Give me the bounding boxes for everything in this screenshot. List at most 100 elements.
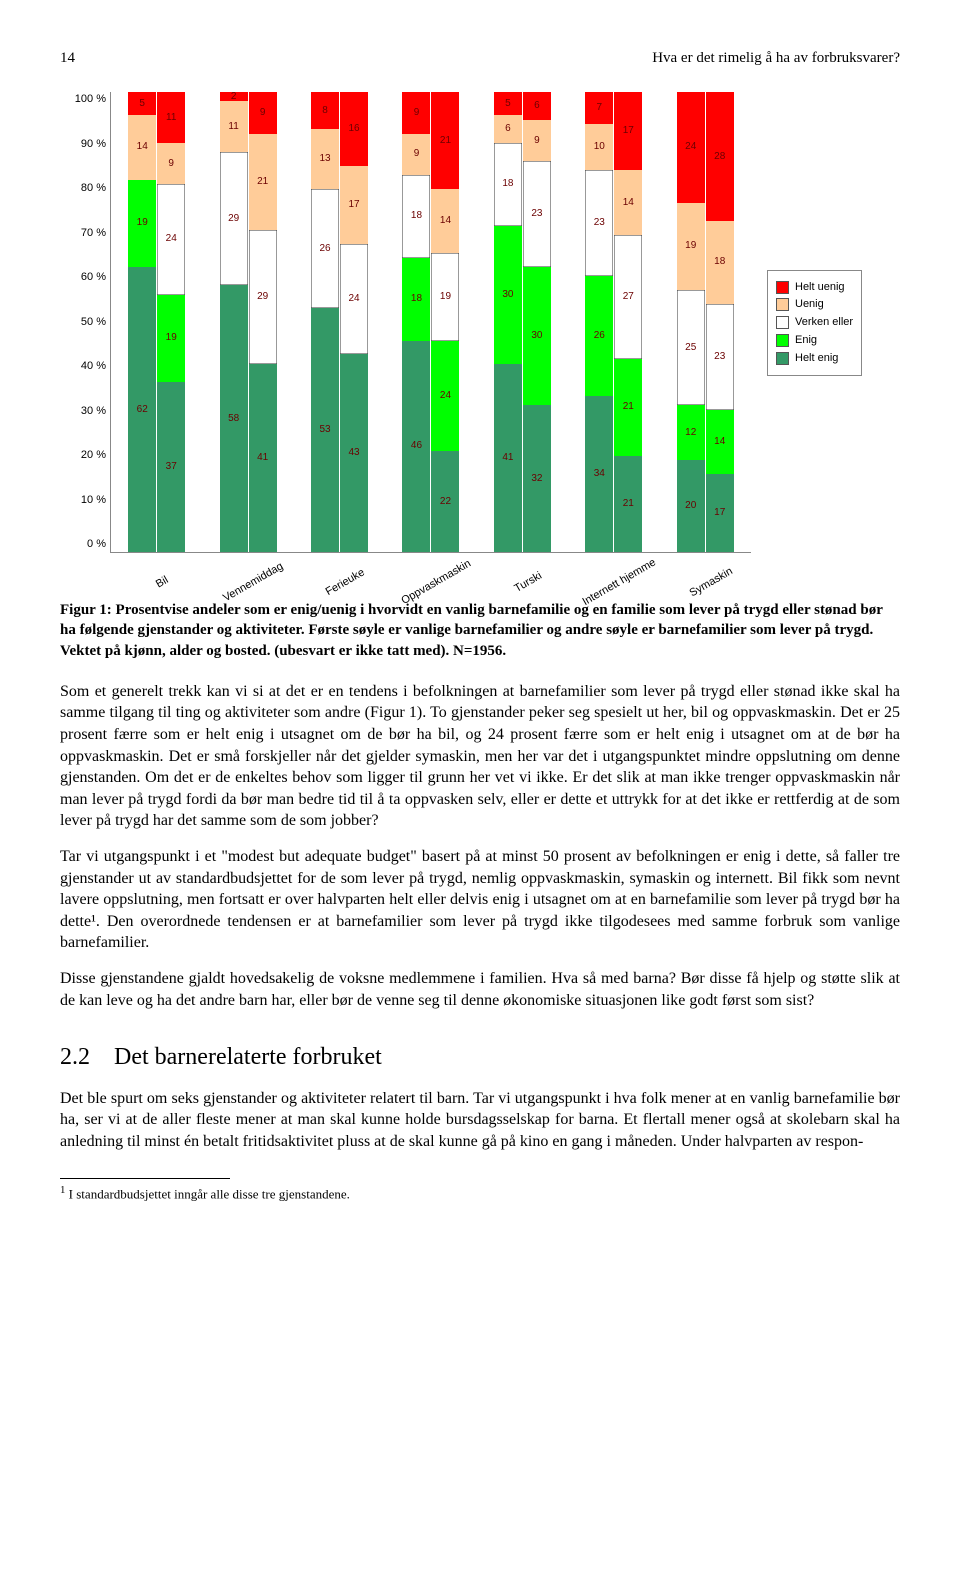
y-tick-label: 100 % — [75, 92, 106, 107]
y-tick-label: 70 % — [81, 226, 106, 241]
chart-segment: 14 — [614, 170, 642, 234]
chart-segment: 22 — [431, 451, 459, 552]
chart-category: 5618304169233032 — [477, 92, 568, 552]
chart-segment: 53 — [311, 308, 339, 552]
y-tick-label: 80 % — [81, 181, 106, 196]
chart-segment: 19 — [128, 180, 156, 267]
paragraph-4: Det ble spurt om seks gjenstander og akt… — [60, 1088, 900, 1153]
chart-segment: 9 — [157, 143, 185, 184]
legend-swatch — [776, 334, 789, 347]
legend-item: Uenig — [776, 297, 853, 312]
chart-segment: 9 — [523, 120, 551, 161]
legend-label: Uenig — [795, 297, 824, 312]
chart-segment: 11 — [220, 101, 248, 152]
footnote: 1 I standardbudsjettet inngår alle disse… — [60, 1183, 900, 1203]
chart-segment: 6 — [494, 115, 522, 143]
chart-category: 813265316172443 — [294, 92, 385, 552]
chart-segment: 21 — [614, 456, 642, 553]
y-tick-label: 60 % — [81, 270, 106, 285]
chart-segment: 16 — [340, 92, 368, 166]
chart-segment: 6 — [523, 92, 551, 120]
chart-bar: 119241937 — [157, 92, 185, 552]
chart-segment: 24 — [340, 244, 368, 354]
section-heading: 2.2 Det barnerelaterte forbruket — [60, 1041, 900, 1073]
legend-label: Helt enig — [795, 351, 838, 366]
legend-label: Enig — [795, 333, 817, 348]
chart-category: 24192512202818231417 — [660, 92, 751, 552]
chart-segment: 10 — [585, 124, 613, 170]
chart-segment: 58 — [220, 285, 248, 552]
y-axis: 100 %90 %80 %70 %60 %50 %40 %30 %20 %10 … — [60, 92, 110, 552]
legend-item: Helt uenig — [776, 280, 853, 295]
chart-segment: 43 — [340, 354, 368, 552]
legend-label: Helt uenig — [795, 280, 845, 295]
y-tick-label: 10 % — [81, 493, 106, 508]
chart-segment: 21 — [431, 92, 459, 189]
section-title: Det barnerelaterte forbruket — [114, 1044, 382, 1070]
chart-segment: 24 — [431, 341, 459, 451]
chart-bar: 69233032 — [523, 92, 551, 552]
chart-segment: 17 — [614, 92, 642, 170]
chart-segment: 14 — [431, 189, 459, 253]
legend-item: Enig — [776, 333, 853, 348]
chart-segment: 9 — [402, 92, 430, 133]
chart-segment: 19 — [157, 295, 185, 382]
chart-container: 100 %90 %80 %70 %60 %50 %40 %30 %20 %10 … — [60, 92, 900, 592]
chart-segment: 21 — [249, 134, 277, 231]
legend-item: Verken eller — [776, 315, 853, 330]
chart-segment: 18 — [402, 258, 430, 341]
legend-item: Helt enig — [776, 351, 853, 366]
chart-segment: 24 — [677, 92, 705, 202]
chart-category: 21129589212941 — [202, 92, 293, 552]
chart-segment: 14 — [706, 410, 734, 474]
y-tick-label: 0 % — [87, 537, 106, 552]
footnote-marker: 1 — [60, 1184, 65, 1196]
chart-bar: 8132653 — [311, 92, 339, 552]
legend-swatch — [776, 352, 789, 365]
chart-bar: 99181846 — [402, 92, 430, 552]
chart-segment: 28 — [706, 92, 734, 221]
footnote-text: I standardbudsjettet inngår alle disse t… — [69, 1187, 350, 1202]
chart-bar: 9212941 — [249, 92, 277, 552]
legend-swatch — [776, 281, 789, 294]
y-tick-label: 20 % — [81, 448, 106, 463]
chart-plot-area: 5141962119241937211295892129418132653161… — [110, 92, 751, 553]
chart-category: 5141962119241937 — [111, 92, 202, 552]
chart-segment: 9 — [249, 92, 277, 133]
chart-segment: 27 — [614, 235, 642, 359]
chart-segment: 30 — [523, 267, 551, 405]
paragraph-3: Disse gjenstandene gjaldt hovedsakelig d… — [60, 968, 900, 1011]
chart-segment: 23 — [523, 161, 551, 267]
chart-segment: 23 — [706, 304, 734, 410]
chart-segment: 7 — [585, 92, 613, 124]
y-tick-label: 40 % — [81, 359, 106, 374]
chart-bar: 5141962 — [128, 92, 156, 552]
chart-segment: 20 — [677, 460, 705, 552]
paragraph-2: Tar vi utgangspunkt i et "modest but ade… — [60, 846, 900, 954]
chart-segment: 37 — [157, 382, 185, 552]
chart-segment: 23 — [585, 170, 613, 276]
chart-segment: 8 — [311, 92, 339, 129]
chart-segment: 32 — [523, 405, 551, 552]
legend-swatch — [776, 298, 789, 311]
chart-segment: 9 — [402, 134, 430, 175]
chart-segment: 25 — [677, 290, 705, 405]
footnote-rule — [60, 1178, 230, 1179]
chart-segment: 11 — [157, 92, 185, 143]
figure-caption: Figur 1: Prosentvise andeler som er enig… — [60, 600, 900, 661]
chart-segment: 62 — [128, 267, 156, 552]
legend-label: Verken eller — [795, 315, 853, 330]
chart-segment: 2 — [220, 92, 248, 101]
chart-bar: 2114192422 — [431, 92, 459, 552]
chart-segment: 21 — [614, 359, 642, 456]
chart-segment: 41 — [249, 364, 277, 553]
running-title: Hva er det rimelig å ha av forbruksvarer… — [652, 48, 900, 68]
chart-category: 991818462114192422 — [385, 92, 476, 552]
chart-bar: 2419251220 — [677, 92, 705, 552]
running-head: 14 Hva er det rimelig å ha av forbruksva… — [60, 48, 900, 68]
chart-segment: 12 — [677, 405, 705, 460]
chart-segment: 17 — [706, 474, 734, 552]
chart-segment: 13 — [311, 129, 339, 189]
y-tick-label: 30 % — [81, 404, 106, 419]
chart-segment: 19 — [677, 203, 705, 290]
